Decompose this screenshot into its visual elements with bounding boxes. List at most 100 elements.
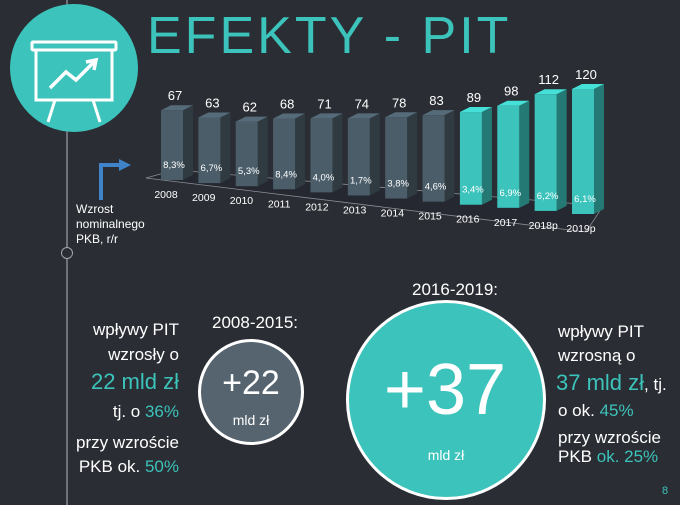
presentation-board-chart-icon xyxy=(10,4,138,132)
chart-bar xyxy=(459,107,492,205)
chart-value-label: 120 xyxy=(575,67,597,82)
chart-bar-top xyxy=(273,113,306,119)
chart-bar xyxy=(385,112,418,199)
chart-gdp-label: 6,1% xyxy=(574,194,596,205)
right-pkb-value: ok. 25% xyxy=(596,447,659,466)
chart-bar-side xyxy=(332,113,343,193)
chart-value-label: 98 xyxy=(504,84,518,99)
chart-bar-side xyxy=(594,84,604,214)
chart-gdp-label: 6,9% xyxy=(499,188,521,199)
left-pkb: PKB ok. 50% xyxy=(79,457,179,477)
right-amount-suffix: , tj. xyxy=(644,375,667,394)
chart-bar-front xyxy=(422,115,445,202)
period-label-left: 2008-2015: xyxy=(212,313,299,332)
chart-bar xyxy=(534,89,567,211)
chart-bar-front xyxy=(572,89,594,214)
chart-value-label: 112 xyxy=(538,72,559,87)
chart-bar-side xyxy=(295,113,306,190)
chart-bar xyxy=(422,110,455,202)
chart-bar-top xyxy=(497,100,530,106)
chart-gdp-label: 6,7% xyxy=(201,163,223,174)
right-amount: 37 mld zł xyxy=(556,370,645,395)
chart-category-label: 2018p xyxy=(529,220,558,232)
period-label-right: 2016-2019: xyxy=(412,280,499,299)
chart-bar-side xyxy=(369,113,380,196)
chart-bar-top xyxy=(385,112,418,118)
chart-bar xyxy=(310,113,343,193)
chart-gdp-label: 5,3% xyxy=(238,166,260,177)
chart-bar-side xyxy=(183,105,193,180)
chart-bar-front xyxy=(347,118,370,196)
chart-category-label: 2009 xyxy=(192,192,216,204)
chart-gdp-label: 4,0% xyxy=(313,172,335,183)
left-pct-value: 36% xyxy=(144,402,179,421)
right-pct-prefix: o ok. xyxy=(558,401,600,420)
chart-bar-top xyxy=(198,112,231,118)
chart-bar xyxy=(235,116,268,187)
right-line5: przy wzroście xyxy=(558,428,661,447)
circle-left-unit: mld zł xyxy=(232,412,270,428)
chart-gdp-label: 6,2% xyxy=(537,191,559,202)
chart-bar-side xyxy=(257,116,268,187)
chart-bar-top xyxy=(459,107,492,113)
chart-gdp-label: 3,4% xyxy=(462,185,484,196)
chart-category-label: 2014 xyxy=(381,208,405,220)
chart-bar-front xyxy=(235,121,258,187)
chart-bar-top xyxy=(310,113,343,119)
chart-value-label: 67 xyxy=(168,88,182,103)
right-pkb: PKB ok. 25% xyxy=(558,447,658,467)
chart-gdp-label: 4,6% xyxy=(425,182,447,193)
chart-bar-front xyxy=(310,118,333,193)
left-pct-prefix: tj. o xyxy=(112,402,145,421)
chart-bar-front xyxy=(497,105,520,208)
circle-right-unit: mld zł xyxy=(427,447,465,463)
left-pct: tj. o 36% xyxy=(113,402,179,422)
summary-circle-right: +37 mld zł xyxy=(346,300,546,500)
right-pct: o ok. 45% xyxy=(558,401,634,421)
chart-bar-side xyxy=(519,100,530,208)
chart-value-label: 89 xyxy=(467,90,481,105)
gdp-label-line: PKB, r/r xyxy=(76,232,119,246)
chart-value-label: 83 xyxy=(429,93,443,108)
chart-bar-front xyxy=(459,112,482,205)
chart-category-label: 2010 xyxy=(230,195,254,207)
chart-bar-side xyxy=(481,107,492,205)
chart-bar xyxy=(161,105,193,180)
right-pct-value: 45% xyxy=(599,401,634,420)
left-line2: wzrosły o xyxy=(108,345,179,364)
chart-gdp-label: 3,8% xyxy=(387,179,409,190)
chart-bar xyxy=(572,84,604,214)
gdp-arrow-icon xyxy=(99,163,121,200)
chart-bar-top xyxy=(534,89,567,95)
chart-value-label: 74 xyxy=(355,96,369,111)
chart-gdp-label: 1,7% xyxy=(350,175,372,186)
left-pkb-prefix: PKB ok. xyxy=(78,457,145,476)
chart-gdp-label: 8,3% xyxy=(163,160,185,171)
page-title: EFEKTY - PIT xyxy=(147,7,512,65)
left-line1: wpływy PIT xyxy=(93,320,179,339)
timeline-dot xyxy=(61,247,73,259)
chart-value-label: 68 xyxy=(280,96,294,111)
chart-bar-side xyxy=(556,89,567,211)
summary-circle-left: +22 mld zł xyxy=(198,339,304,445)
gdp-growth-legend: Wzrost nominalnego PKB, r/r xyxy=(76,202,145,247)
chart-bar-side xyxy=(407,112,418,199)
chart-category-label: 2013 xyxy=(343,204,367,216)
chart-bar-top xyxy=(572,84,604,89)
left-line5: przy wzroście xyxy=(76,433,179,452)
chart-value-label: 63 xyxy=(205,95,219,110)
gdp-arrowhead xyxy=(119,159,131,171)
chart-bar xyxy=(198,112,231,184)
chart-bar xyxy=(347,113,380,196)
gdp-label-line: nominalnego xyxy=(76,217,145,231)
left-pkb-value: 50% xyxy=(144,457,179,476)
chart-category-label: 2012 xyxy=(305,201,329,213)
chart-bar xyxy=(273,113,306,190)
chart-bar-side xyxy=(444,110,455,202)
chart-bar-top xyxy=(422,110,455,116)
chart-value-label: 62 xyxy=(242,100,256,115)
page-number: 8 xyxy=(662,485,669,497)
chart-value-label: 78 xyxy=(392,95,406,110)
circle-left-value: +22 xyxy=(222,364,280,402)
chart-bar-front xyxy=(534,94,557,211)
